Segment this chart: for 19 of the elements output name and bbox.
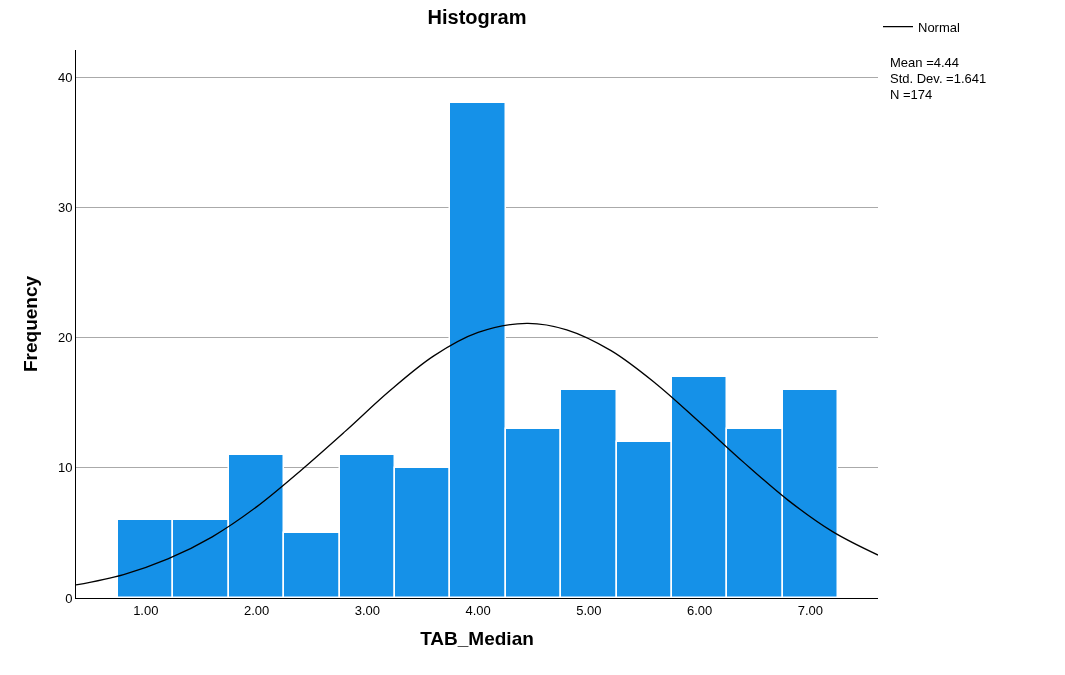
y-tick-label: 30 <box>57 200 73 216</box>
y-tick-label: 20 <box>57 330 73 346</box>
y-tick-label: 40 <box>57 69 73 85</box>
text: N =174 <box>890 87 933 102</box>
legend-label: Normal <box>918 19 961 35</box>
text: Std. Dev. =1.641 <box>890 71 987 86</box>
y-tick-label: 10 <box>57 460 73 476</box>
x-tick-label: 6.00 <box>686 602 713 618</box>
x-tick-label: 4.00 <box>465 602 491 618</box>
x-tick-label: 7.00 <box>797 602 824 618</box>
y-tick-label: 0 <box>65 590 73 606</box>
x-tick-label: 2.00 <box>243 602 270 618</box>
chart-title: Histogram <box>427 6 527 29</box>
text: Mean =4.44 <box>890 55 960 70</box>
x-tick-label: 3.00 <box>354 602 380 618</box>
x-tick-label: 5.00 <box>576 602 602 618</box>
y-axis-title: Frequency <box>19 275 41 373</box>
x-axis-title: TAB_Median <box>420 628 534 650</box>
x-tick-label: 1.00 <box>133 602 159 618</box>
